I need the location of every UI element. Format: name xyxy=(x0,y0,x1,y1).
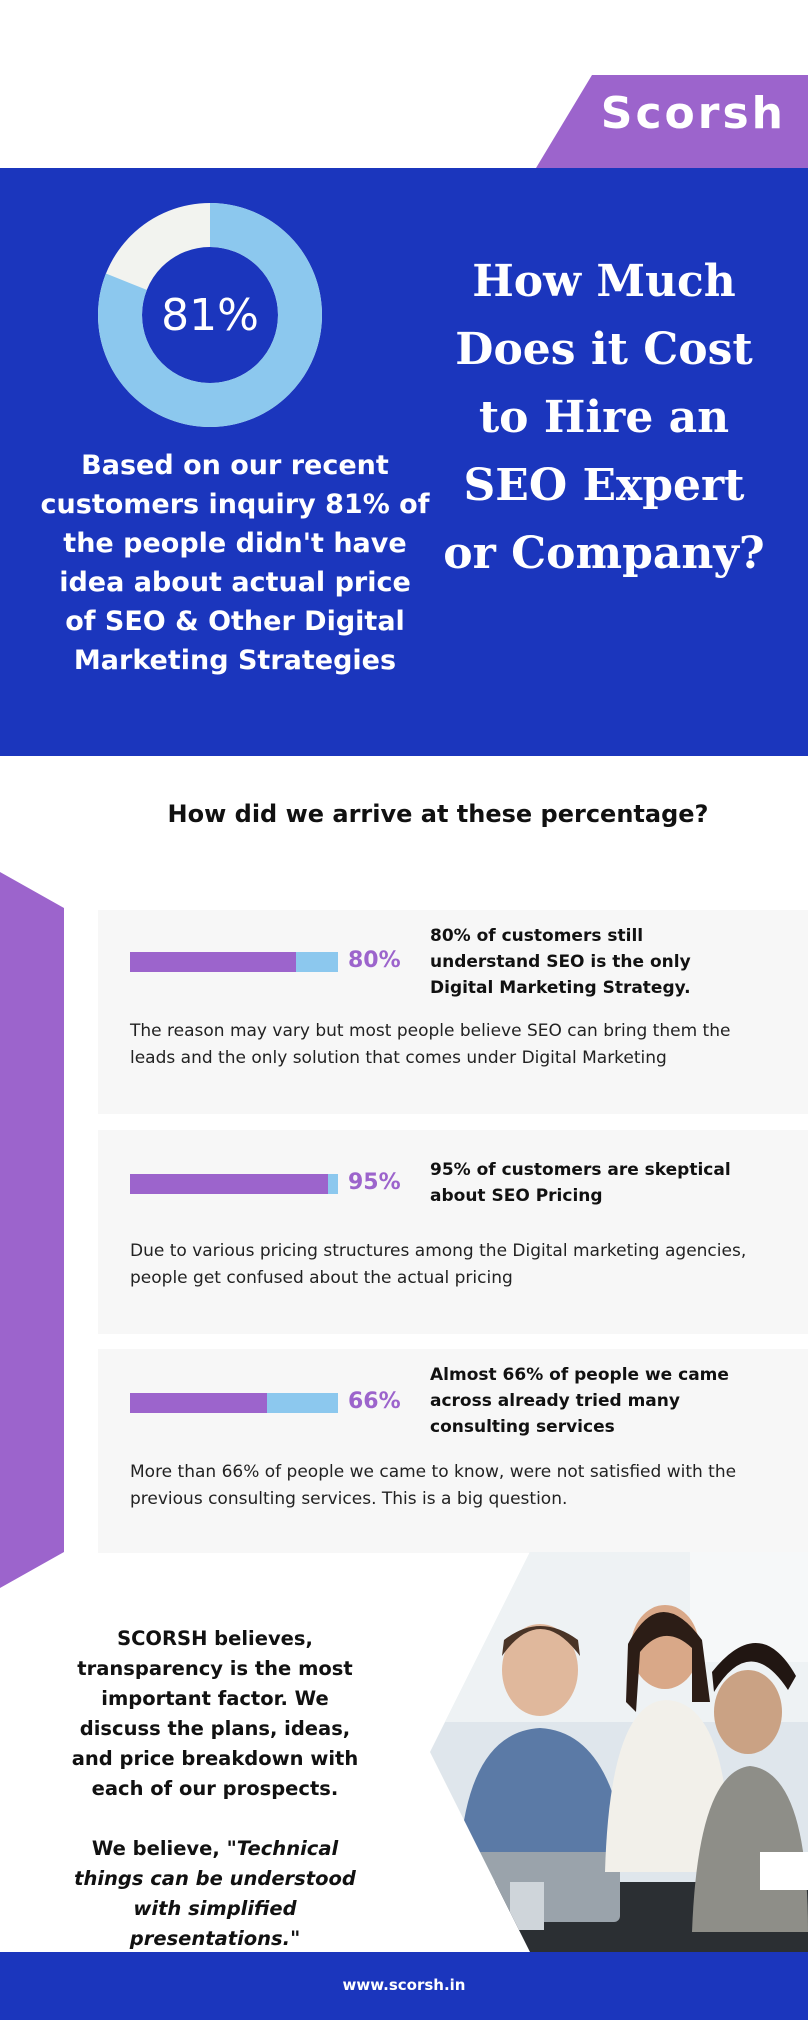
progress-bar xyxy=(130,1393,338,1413)
progress-percent: 80% xyxy=(348,948,401,973)
section-title: How did we arrive at these percentage? xyxy=(167,800,709,828)
progress-percent: 95% xyxy=(348,1170,401,1195)
donut-value-arc xyxy=(98,203,322,427)
logo-text: Scorsh xyxy=(600,88,786,139)
stat-description: More than 66% of people we came to know,… xyxy=(130,1462,737,1509)
stat-heading: 95% of customers are skeptical about SEO… xyxy=(430,1160,731,1206)
quote-italic: Technical things can be understood with … xyxy=(74,1837,356,1950)
team-photo-image xyxy=(430,1552,808,1952)
belief-quote: We believe, "Technical things can be und… xyxy=(74,1837,356,1950)
footer-link[interactable]: www.scorsh.in xyxy=(342,1976,466,1994)
stat-heading: 80% of customers still understand SEO is… xyxy=(430,926,691,998)
progress-percent: 66% xyxy=(348,1389,401,1414)
donut-label: 81% xyxy=(161,289,259,341)
stat-card: 95% 95% of customers are skeptical about… xyxy=(98,1130,808,1334)
transparency-paragraph: SCORSH believes, transparency is the mos… xyxy=(71,1627,359,1800)
page-title: How Much Does it Cost to Hire an SEO Exp… xyxy=(443,256,765,579)
progress-bar xyxy=(130,1174,338,1194)
stat-card: 80% 80% of customers still understand SE… xyxy=(98,910,808,1114)
progress-bar-fill xyxy=(130,952,297,972)
progress-bar xyxy=(130,952,338,972)
logo[interactable]: Scorsh xyxy=(601,88,786,139)
transparency-statement: SCORSH believes, transparency is the mos… xyxy=(62,1624,368,1954)
stat-heading: Almost 66% of people we came across alre… xyxy=(430,1365,729,1437)
stat-card: 66% Almost 66% of people we came across … xyxy=(98,1349,808,1553)
stat-description: The reason may vary but most people beli… xyxy=(130,1021,731,1068)
hero-description: Based on our recent customers inquiry 81… xyxy=(40,450,430,676)
progress-bar-fill xyxy=(130,1393,268,1413)
donut-chart xyxy=(98,203,322,427)
stat-description: Due to various pricing structures among … xyxy=(130,1241,747,1288)
progress-bar-fill xyxy=(130,1174,328,1194)
footer xyxy=(0,1952,808,2020)
decorative-side-band xyxy=(0,872,64,1588)
